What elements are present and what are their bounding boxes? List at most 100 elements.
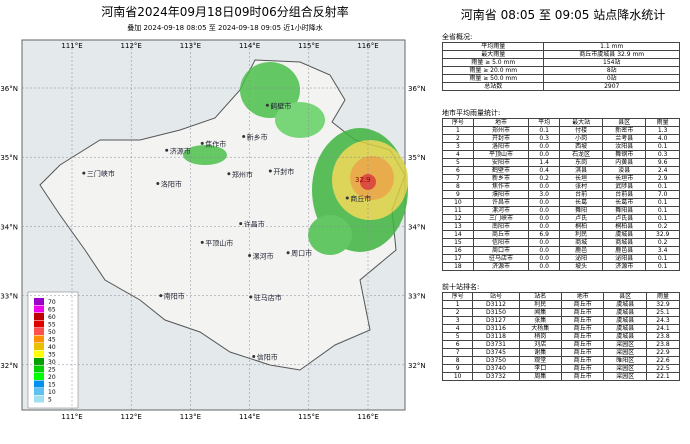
city-dot (227, 172, 231, 176)
cell: 5 (442, 158, 474, 167)
cell: 17 (442, 254, 474, 263)
legend-swatch (34, 313, 44, 320)
lon-label: 114°E (239, 42, 260, 50)
cell: 22.6 (645, 356, 681, 365)
cell: 0.1 (645, 262, 680, 271)
cell: 武陟县 (602, 182, 647, 191)
cell: 0.0 (528, 150, 561, 159)
cell: 浚县 (602, 166, 647, 175)
cell: 长葛市 (602, 198, 647, 207)
legend-label: 35 (48, 352, 56, 359)
cell: 虞城县 (603, 324, 647, 333)
cell: 8 (441, 356, 474, 365)
legend-label: 45 (48, 337, 56, 344)
legend-swatch (34, 388, 44, 395)
city-label: 驻马店市 (254, 293, 282, 302)
cell: 洛阳市 (472, 142, 530, 151)
cell: 0.4 (528, 166, 561, 175)
cell: 25.1 (645, 308, 681, 317)
legend-swatch (34, 305, 44, 313)
cell: 0.0 (528, 254, 561, 263)
cell: 0.2 (645, 222, 680, 231)
lon-label: 113°E (180, 413, 201, 421)
header-row: 序号 地市 平均 最大站 县区 雨量 (442, 118, 680, 127)
cell: 坡头 (559, 262, 604, 271)
header-cell: 站号 (472, 292, 520, 301)
cell: 卢氏县 (602, 214, 647, 223)
city-label: 开封市 (273, 167, 294, 176)
lon-label: 112°E (121, 413, 142, 421)
lon-label: 116°E (357, 42, 378, 50)
cell: 商丘市 (561, 308, 605, 317)
cell: D3745 (472, 348, 520, 357)
city-dot (252, 354, 256, 358)
cell: 0.1 (528, 126, 561, 135)
radar-echo (183, 62, 408, 255)
city-dot (82, 171, 86, 175)
cell: 鹿邑 (559, 246, 604, 255)
lon-label: 116°E (357, 413, 378, 421)
legend-label: 15 (48, 382, 56, 389)
cell: 梁园区 (603, 372, 647, 381)
cell: 商丘市 (561, 316, 605, 325)
cell: 9 (442, 190, 474, 199)
cell: 济源市 (602, 262, 647, 271)
legend-swatch (34, 380, 44, 388)
lat-label: 36°N (408, 85, 426, 93)
cell: 桐柏县 (602, 222, 647, 231)
cell: 台前 (559, 190, 604, 199)
header-cell: 平均 (528, 118, 561, 127)
cell: 梁园区 (603, 340, 647, 349)
section-title: 全省概况: (442, 33, 473, 41)
cell: 2907 (543, 82, 680, 91)
cell: D3127 (472, 316, 520, 325)
cell: 0.1 (645, 198, 680, 207)
cell: 24.3 (645, 316, 681, 325)
city-dot (165, 148, 169, 152)
cell: 张村 (559, 182, 604, 191)
cell: 商丘市 (561, 324, 605, 333)
cell: 内黄县 (602, 158, 647, 167)
stats-title: 河南省 08:05 至 09:05 站点降水统计 (460, 8, 666, 22)
city-label: 信阳市 (257, 352, 278, 361)
row: 8 D3750 观堂 商丘市 睢阳区 22.6 (441, 356, 681, 365)
row: 4 平顶山市 0.0 石龙区 舞钢市 0.3 (442, 150, 680, 159)
cell: 0.1 (645, 254, 680, 263)
cell: 8站 (543, 66, 680, 75)
cell: 梁园区 (603, 348, 647, 357)
city-dot (345, 196, 349, 200)
cell: 22.5 (645, 364, 681, 373)
city-dot (248, 253, 252, 257)
cell: 0.1 (645, 214, 680, 223)
legend-swatch (34, 335, 44, 343)
cell: 商丘市 (561, 340, 605, 349)
row: 1 D3112 利民 商丘市 虞城县 32.9 (441, 300, 681, 309)
city-label: 郑州市 (232, 170, 253, 179)
lon-label: 115°E (298, 42, 319, 50)
map: 河南省2024年09月18日09时06分组合反射率 叠加 2024-09-18 … (0, 4, 426, 421)
header-cell: 地市 (561, 292, 605, 301)
cell: 刘店 (518, 340, 563, 349)
cell: 鹤壁市 (472, 166, 530, 175)
cell: 0.0 (528, 238, 561, 247)
cell: 周集 (518, 372, 563, 381)
cell: 雨量 ≥ 5.0 mm (441, 58, 545, 67)
lon-label: 115°E (298, 413, 319, 421)
cell: 11 (442, 206, 474, 215)
cell: 小岗 (559, 134, 604, 143)
cell: 32.9 (645, 230, 680, 239)
lat-label: 34°N (408, 223, 426, 231)
cell: 兰考县 (602, 134, 647, 143)
section-title: 地市平均雨量统计: (442, 109, 501, 117)
cell: 许昌市 (472, 198, 530, 207)
legend-label: 20 (48, 374, 56, 381)
cell: 12 (442, 214, 474, 223)
cell: 虞城县 (603, 300, 647, 309)
cell: 2.4 (645, 166, 680, 175)
cell: 商丘市虞城县 32.9 mm (543, 50, 680, 59)
cell: 0.0 (528, 222, 561, 231)
row: 最大雨量 商丘市虞城县 32.9 mm (441, 50, 680, 59)
cell: 0.1 (645, 182, 680, 191)
